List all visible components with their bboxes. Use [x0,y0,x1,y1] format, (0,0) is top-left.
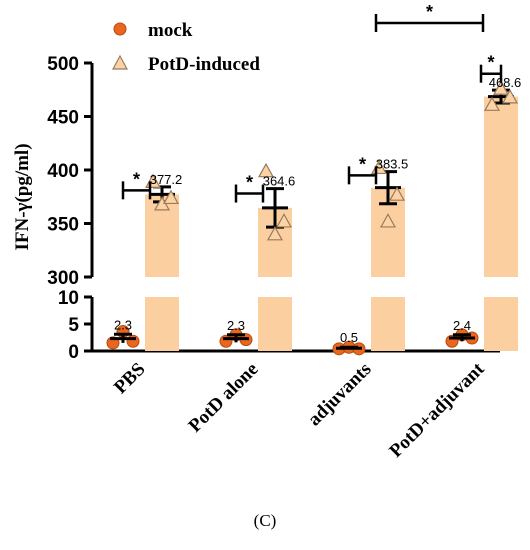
x-tick-label: PotD alone [185,359,263,437]
significance-star: * [133,169,140,189]
point-potd-induced [162,189,180,205]
bar-potd-induced-lower [258,297,292,351]
point-potd-induced [492,80,510,95]
y-tick-label: 0 [68,342,79,363]
bar-potd-induced-lower [145,297,179,351]
x-tick-label: PBS [110,359,149,398]
point-potd-induced [501,89,519,104]
data-label-mock: 2.3 [114,317,132,332]
point-potd-induced [379,213,397,228]
data-label-potd: 383.5 [376,157,409,172]
data-label-mock: 0.5 [340,330,358,345]
legend-marker-potd-induced [111,54,129,70]
data-label-mock: 2.3 [227,318,245,333]
bar-potd-induced-lower [484,297,518,351]
y-tick-label: 450 [47,108,79,129]
point-potd-induced [266,225,284,241]
legend-label-potd-induced: PotD-induced [148,54,260,75]
point-potd-induced [257,162,275,178]
significance-star: * [246,173,253,193]
significance-star: * [359,154,366,174]
y-tick-label: 400 [47,161,79,182]
y-tick-label: 10 [58,288,79,309]
legend-label-mock: mock [148,20,193,41]
data-label-potd: 377.2 [150,172,183,187]
y-tick-label: 500 [47,54,79,75]
panel-label: (C) [253,511,277,530]
significance-star: * [487,53,494,73]
y-tick-label: 5 [68,315,79,336]
data-label-potd: 364.6 [263,174,296,189]
data-label-potd: 468.6 [489,75,522,90]
significance-star: * [426,2,433,22]
x-tick-label: PotD+adjuvant [385,358,489,462]
y-axis-label: IFN-γ(pg/ml) [12,143,33,250]
legend-marker-mock [113,22,127,36]
data-label-mock: 2.4 [453,318,471,333]
y-tick-label: 350 [47,215,79,236]
point-potd-induced [483,96,501,111]
x-tick-label: adjuvants [304,359,376,431]
bar-potd-induced-lower [371,297,405,351]
y-tick-label: 300 [47,268,79,289]
point-potd-induced [388,186,406,201]
bar-potd-induced [484,96,518,278]
point-potd-induced [275,213,293,228]
